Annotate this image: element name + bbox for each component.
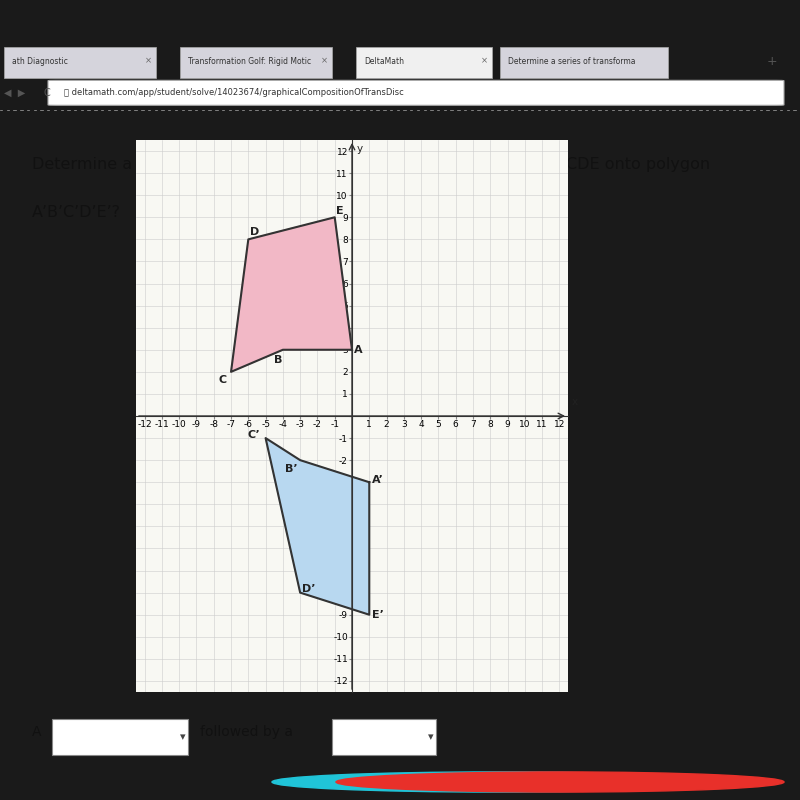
Text: C: C (218, 374, 226, 385)
Text: ▾: ▾ (427, 732, 434, 742)
Text: C’: C’ (247, 430, 260, 440)
Text: ◀  ▶: ◀ ▶ (4, 88, 26, 98)
FancyBboxPatch shape (52, 719, 188, 754)
Polygon shape (266, 438, 370, 614)
FancyBboxPatch shape (332, 719, 436, 754)
Polygon shape (231, 218, 352, 372)
Text: A: A (32, 725, 42, 739)
Text: ×: × (321, 57, 327, 66)
Text: E: E (336, 206, 344, 216)
Text: x: x (571, 397, 578, 407)
FancyBboxPatch shape (356, 46, 492, 78)
Text: Transformation Golf: Rigid Motic: Transformation Golf: Rigid Motic (188, 57, 311, 66)
Text: D: D (250, 226, 259, 237)
Text: 🔒 deltamath.com/app/student/solve/14023674/graphicalCompositionOfTransDisc: 🔒 deltamath.com/app/student/solve/140236… (64, 88, 404, 98)
FancyBboxPatch shape (500, 46, 668, 78)
Text: ath Diagnostic: ath Diagnostic (12, 57, 68, 66)
Text: DeltaMath: DeltaMath (364, 57, 404, 66)
Text: B’: B’ (286, 464, 298, 474)
Text: ×: × (145, 57, 151, 66)
Text: y: y (356, 145, 362, 154)
Text: B: B (274, 354, 282, 365)
Text: D’: D’ (302, 584, 315, 594)
Text: Determine a series of transformations that would map polygon ABCDE onto polygon: Determine a series of transformations th… (32, 158, 710, 173)
Text: E’: E’ (372, 610, 384, 620)
Circle shape (336, 772, 784, 792)
Circle shape (272, 772, 720, 792)
Text: ×: × (481, 57, 487, 66)
FancyBboxPatch shape (48, 80, 784, 106)
Text: followed by a: followed by a (200, 725, 293, 739)
Text: Determine a series of transforma: Determine a series of transforma (508, 57, 635, 66)
Text: A: A (354, 345, 362, 354)
FancyBboxPatch shape (180, 46, 332, 78)
Text: C: C (44, 88, 50, 98)
Text: A’B’C’D’E’?: A’B’C’D’E’? (32, 206, 121, 220)
Text: ▾: ▾ (179, 732, 186, 742)
Text: A’: A’ (372, 475, 384, 485)
FancyBboxPatch shape (4, 46, 156, 78)
Text: +: + (766, 54, 778, 68)
